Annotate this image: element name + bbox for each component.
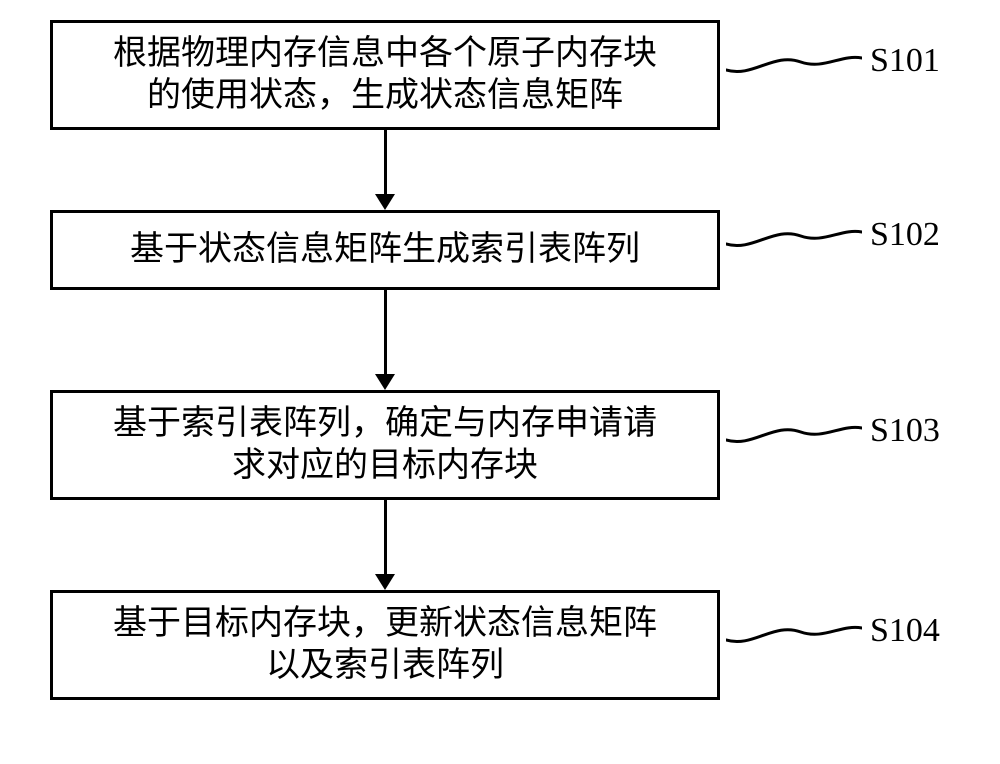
flow-step-label-S103: S103 <box>870 412 940 450</box>
flow-step-text: 基于目标内存块，更新状态信息矩阵 以及索引表阵列 <box>113 603 657 688</box>
flow-step-label-S102: S102 <box>870 216 940 254</box>
flow-step-label-S104: S104 <box>870 612 940 650</box>
flow-arrow <box>384 290 387 374</box>
flow-step-label-S101: S101 <box>870 42 940 80</box>
flow-step-text: 基于索引表阵列，确定与内存申请请 求对应的目标内存块 <box>113 403 657 488</box>
flow-step-text: 根据物理内存信息中各个原子内存块 的使用状态，生成状态信息矩阵 <box>113 33 657 118</box>
flow-step-text: 基于状态信息矩阵生成索引表阵列 <box>130 229 640 272</box>
flow-step-S103: 基于索引表阵列，确定与内存申请请 求对应的目标内存块 <box>50 390 720 500</box>
flow-step-S104: 基于目标内存块，更新状态信息矩阵 以及索引表阵列 <box>50 590 720 700</box>
flow-arrow-head <box>375 374 395 390</box>
flow-arrow-head <box>375 194 395 210</box>
flow-arrow <box>384 130 387 194</box>
flow-arrow-head <box>375 574 395 590</box>
flow-step-S102: 基于状态信息矩阵生成索引表阵列 <box>50 210 720 290</box>
flow-step-S101: 根据物理内存信息中各个原子内存块 的使用状态，生成状态信息矩阵 <box>50 20 720 130</box>
flow-arrow <box>384 500 387 574</box>
